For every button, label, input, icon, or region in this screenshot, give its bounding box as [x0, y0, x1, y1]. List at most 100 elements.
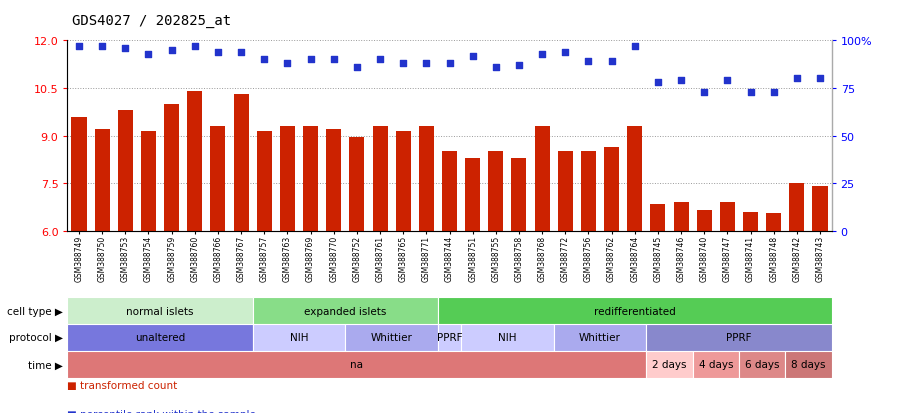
Text: Whittier: Whittier: [370, 332, 413, 343]
Bar: [72, 117, 86, 231]
Point: [628, 44, 642, 50]
Point: [419, 61, 433, 67]
Bar: [438, 324, 461, 351]
Point: [604, 59, 619, 66]
Bar: [692, 351, 739, 378]
Text: protocol ▶: protocol ▶: [9, 332, 63, 343]
Bar: [345, 324, 438, 351]
Text: redifferentiated: redifferentiated: [594, 306, 676, 316]
Point: [210, 50, 225, 56]
Bar: [465, 159, 480, 231]
Bar: [372, 127, 387, 231]
Point: [165, 47, 179, 54]
Text: ■ transformed count: ■ transformed count: [67, 380, 178, 390]
Bar: [512, 159, 527, 231]
Bar: [210, 127, 226, 231]
Point: [651, 80, 665, 86]
Point: [234, 50, 248, 56]
Point: [257, 57, 271, 64]
Bar: [604, 147, 619, 231]
Point: [303, 57, 317, 64]
Bar: [442, 152, 457, 231]
Bar: [118, 111, 133, 231]
Point: [767, 89, 781, 96]
Text: 2 days: 2 days: [653, 359, 687, 370]
Text: ■ percentile rank within the sample: ■ percentile rank within the sample: [67, 409, 256, 413]
Bar: [646, 324, 832, 351]
Bar: [646, 351, 692, 378]
Bar: [488, 152, 503, 231]
Text: 6 days: 6 days: [745, 359, 779, 370]
Text: 8 days: 8 days: [791, 359, 825, 370]
Point: [789, 76, 804, 83]
Bar: [257, 131, 271, 231]
Point: [280, 61, 295, 67]
Bar: [628, 127, 642, 231]
Point: [326, 57, 341, 64]
Bar: [67, 297, 253, 324]
Point: [697, 89, 711, 96]
Bar: [94, 130, 110, 231]
Bar: [739, 351, 785, 378]
Bar: [766, 214, 781, 231]
Point: [396, 61, 410, 67]
Point: [720, 78, 734, 85]
Bar: [141, 131, 156, 231]
Bar: [234, 95, 249, 231]
Text: NIH: NIH: [289, 332, 308, 343]
Bar: [438, 297, 832, 324]
Text: PPRF: PPRF: [726, 332, 752, 343]
Bar: [785, 351, 832, 378]
Point: [188, 44, 202, 50]
Text: NIH: NIH: [498, 332, 517, 343]
Bar: [350, 138, 364, 231]
Bar: [419, 127, 434, 231]
Point: [442, 61, 457, 67]
Text: Whittier: Whittier: [579, 332, 621, 343]
Bar: [813, 187, 827, 231]
Point: [582, 59, 596, 66]
Text: cell type ▶: cell type ▶: [7, 306, 63, 316]
Bar: [720, 203, 734, 231]
Bar: [650, 204, 665, 231]
Bar: [461, 324, 554, 351]
Bar: [697, 211, 712, 231]
Bar: [535, 127, 549, 231]
Bar: [673, 203, 689, 231]
Point: [743, 89, 758, 96]
Point: [118, 45, 132, 52]
Bar: [396, 131, 411, 231]
Point: [512, 63, 526, 69]
Text: na: na: [351, 359, 363, 370]
Bar: [554, 324, 646, 351]
Point: [95, 44, 110, 50]
Bar: [187, 92, 202, 231]
Text: unaltered: unaltered: [135, 332, 185, 343]
Bar: [326, 130, 342, 231]
Text: normal islets: normal islets: [126, 306, 194, 316]
Point: [489, 64, 503, 71]
Text: GDS4027 / 202825_at: GDS4027 / 202825_at: [72, 14, 231, 28]
Bar: [557, 152, 573, 231]
Bar: [581, 152, 596, 231]
Text: expanded islets: expanded islets: [304, 306, 387, 316]
Point: [373, 57, 387, 64]
Point: [535, 51, 549, 58]
Bar: [743, 212, 758, 231]
Point: [350, 64, 364, 71]
Bar: [280, 127, 295, 231]
Point: [674, 78, 689, 85]
Point: [72, 44, 86, 50]
Bar: [303, 127, 318, 231]
Text: 4 days: 4 days: [699, 359, 733, 370]
Point: [141, 51, 156, 58]
Bar: [789, 184, 805, 231]
Bar: [165, 104, 179, 231]
Text: time ▶: time ▶: [28, 359, 63, 370]
Point: [558, 50, 573, 56]
Point: [466, 53, 480, 60]
Bar: [253, 297, 438, 324]
Bar: [67, 351, 646, 378]
Bar: [67, 324, 253, 351]
Text: PPRF: PPRF: [437, 332, 462, 343]
